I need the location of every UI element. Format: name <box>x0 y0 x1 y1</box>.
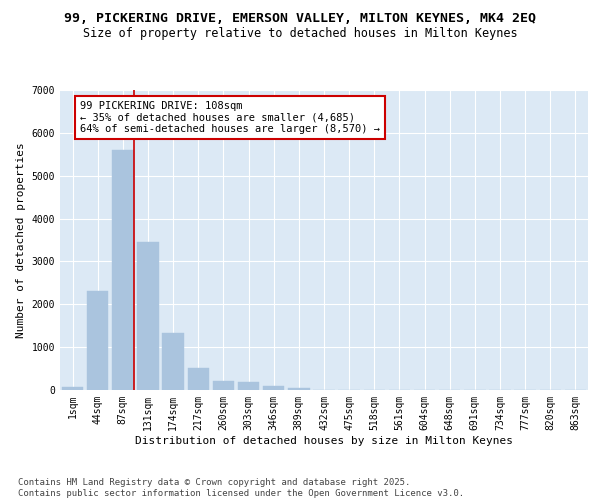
Bar <box>213 381 234 390</box>
Bar <box>62 388 83 390</box>
Bar <box>238 382 259 390</box>
Text: Size of property relative to detached houses in Milton Keynes: Size of property relative to detached ho… <box>83 28 517 40</box>
Bar <box>188 368 209 390</box>
Bar <box>288 388 310 390</box>
Text: 99 PICKERING DRIVE: 108sqm
← 35% of detached houses are smaller (4,685)
64% of s: 99 PICKERING DRIVE: 108sqm ← 35% of deta… <box>80 100 380 134</box>
Bar <box>87 292 109 390</box>
Bar <box>263 386 284 390</box>
Y-axis label: Number of detached properties: Number of detached properties <box>16 142 26 338</box>
Text: 99, PICKERING DRIVE, EMERSON VALLEY, MILTON KEYNES, MK4 2EQ: 99, PICKERING DRIVE, EMERSON VALLEY, MIL… <box>64 12 536 26</box>
Bar <box>112 150 134 390</box>
X-axis label: Distribution of detached houses by size in Milton Keynes: Distribution of detached houses by size … <box>135 436 513 446</box>
Bar <box>163 334 184 390</box>
Text: Contains HM Land Registry data © Crown copyright and database right 2025.
Contai: Contains HM Land Registry data © Crown c… <box>18 478 464 498</box>
Bar <box>137 242 158 390</box>
